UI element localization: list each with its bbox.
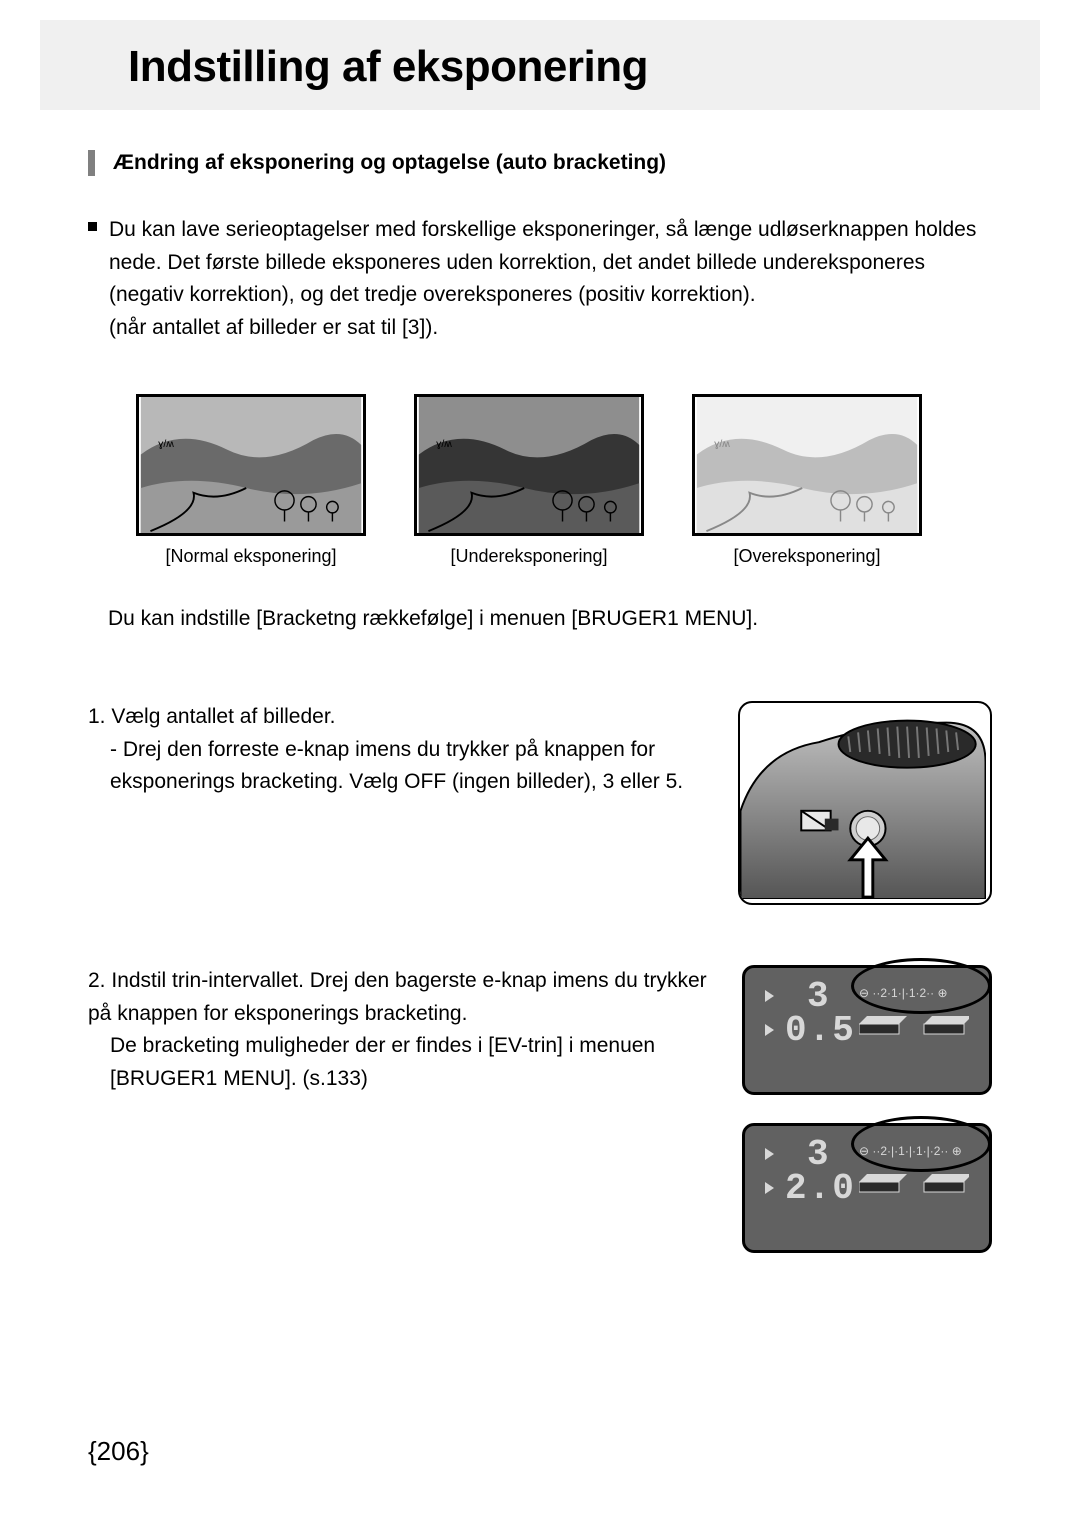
manual-page: Indstilling af eksponering Ændring af ek… bbox=[0, 20, 1080, 1527]
step-1-text: 1. Vælg antallet af billeder. - Drej den… bbox=[88, 701, 708, 799]
landscape-svg: ɣ/ʍ bbox=[139, 397, 363, 533]
page-number: {206} bbox=[88, 1436, 149, 1467]
figure-row: ɣ/ʍ [Normal eksponering] bbox=[136, 394, 992, 567]
landscape-svg: ɣ/ʍ bbox=[695, 397, 919, 533]
figure-caption: [Normal eksponering] bbox=[165, 546, 336, 567]
triangle-icon bbox=[765, 1024, 774, 1036]
lcd-value-step: 0.5 bbox=[785, 1010, 856, 1051]
section-subheading: Ændring af eksponering og optagelse (aut… bbox=[88, 150, 992, 176]
svg-text:ɣ/ʍ: ɣ/ʍ bbox=[714, 438, 730, 450]
landscape-svg: ɣ/ʍ bbox=[417, 397, 641, 533]
lcd-display-1: 3 0.5 ⊖ ··2·1·|·1·2·· ⊕ bbox=[742, 965, 992, 1095]
triangle-icon bbox=[765, 990, 774, 1002]
landscape-illustration: ɣ/ʍ bbox=[136, 394, 366, 536]
title-bar: Indstilling af eksponering bbox=[40, 20, 1040, 110]
step-number: 2. bbox=[88, 969, 106, 992]
bracket-bars-icon bbox=[859, 1174, 969, 1194]
bracketing-note: Du kan indstille [Bracketng rækkefølge] … bbox=[108, 607, 992, 631]
landscape-illustration: ɣ/ʍ bbox=[414, 394, 644, 536]
ev-scale: ⊖ ··2·1·|·1·2·· ⊕ bbox=[859, 986, 971, 1012]
triangle-icon bbox=[765, 1148, 774, 1160]
figure-normal: ɣ/ʍ [Normal eksponering] bbox=[136, 394, 366, 567]
figure-over: ɣ/ʍ [Overeksponering] bbox=[692, 394, 922, 567]
lcd-stack: 3 0.5 ⊖ ··2·1·|·1·2·· ⊕ bbox=[742, 965, 992, 1253]
svg-text:ɣ/ʍ: ɣ/ʍ bbox=[436, 438, 452, 450]
camera-svg bbox=[740, 703, 986, 899]
step-1: 1. Vælg antallet af billeder. - Drej den… bbox=[88, 701, 992, 905]
subheading-rule bbox=[88, 150, 95, 176]
bullet-icon bbox=[88, 222, 97, 231]
lcd-display-2: 3 2.0 ⊖ ··2·|·1·|·1·|·2·· ⊕ bbox=[742, 1123, 992, 1253]
figure-under: ɣ/ʍ [Undereksponering] bbox=[414, 394, 644, 567]
step-title: Vælg antallet af billeder. bbox=[111, 705, 335, 728]
step-2: 2. Indstil trin-intervallet. Drej den ba… bbox=[88, 965, 992, 1253]
subheading-text: Ændring af eksponering og optagelse (aut… bbox=[113, 151, 666, 175]
lcd-value-step: 2.0 bbox=[785, 1168, 856, 1209]
step-dash-line: - Drej den forreste e-knap imens du tryk… bbox=[88, 734, 708, 799]
intro-text: Du kan lave serieoptagelser med forskell… bbox=[109, 214, 992, 344]
svg-text:ɣ/ʍ: ɣ/ʍ bbox=[158, 438, 174, 450]
step-number: 1. bbox=[88, 705, 106, 728]
figure-caption: [Overeksponering] bbox=[733, 546, 880, 567]
ev-scale: ⊖ ··2·|·1·|·1·|·2·· ⊕ bbox=[859, 1144, 971, 1170]
camera-illustration bbox=[738, 701, 992, 905]
step-body: De bracketing muligheder der er findes i… bbox=[88, 1030, 712, 1095]
page-title: Indstilling af eksponering bbox=[128, 42, 1040, 92]
step-title: Indstil trin-intervallet. Drej den bager… bbox=[88, 969, 707, 1025]
intro-paragraph: Du kan lave serieoptagelser med forskell… bbox=[88, 214, 992, 344]
landscape-illustration: ɣ/ʍ bbox=[692, 394, 922, 536]
figure-caption: [Undereksponering] bbox=[450, 546, 607, 567]
step-2-text: 2. Indstil trin-intervallet. Drej den ba… bbox=[88, 965, 712, 1095]
bracket-bars-icon bbox=[859, 1016, 969, 1036]
triangle-icon bbox=[765, 1182, 774, 1194]
content-area: Ændring af eksponering og optagelse (aut… bbox=[0, 110, 1080, 1253]
